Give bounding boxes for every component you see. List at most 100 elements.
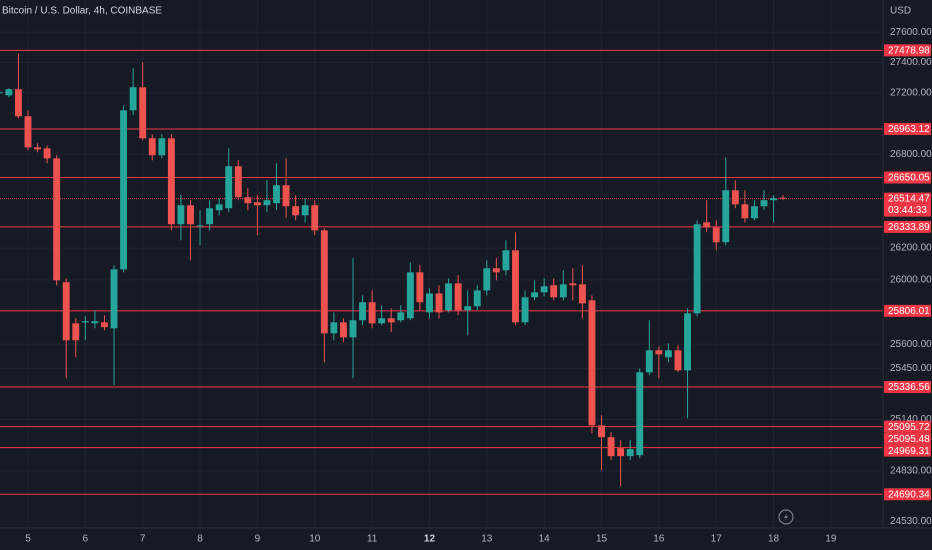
current-price-label: 26514.47 [888,194,930,205]
candle-body [34,147,41,150]
candle-body [187,205,194,225]
x-tick-label: 19 [825,534,837,545]
y-tick-label: 27400.00 [890,57,932,68]
candle-body [196,225,204,227]
candle-body [62,282,70,341]
candle-body [120,110,128,270]
candle-body [540,286,548,293]
candle-body [588,300,596,426]
lightning-icon[interactable] [778,509,794,525]
grid [0,0,883,528]
candle-body [435,293,443,313]
candle-body [569,283,577,286]
candle-body [645,350,653,373]
level-label-box [884,304,931,317]
x-tick-label: 8 [197,534,203,545]
chart-title: Bitcoin / U.S. Dollar, 4h, COINBASE [2,6,162,17]
candle-body [617,448,625,457]
candle-body [359,302,366,321]
x-tick-label: 6 [83,534,89,545]
level-label: 26650.05 [888,173,930,184]
x-tick-label: 14 [539,534,551,545]
candle-body [559,284,567,298]
currency-label: USD [890,6,911,17]
candle-body [464,306,472,311]
candle-body [722,190,730,243]
candle-body [445,283,453,311]
x-tick-label: 16 [653,534,665,545]
candle-body [731,190,739,205]
candle-body [397,312,405,321]
y-tick-label: 25600.00 [890,339,932,350]
x-tick-label: 11 [367,534,378,545]
candles [0,53,787,487]
level-label: 27478.98 [888,46,930,57]
level-label-box [884,444,931,457]
candle-body [607,437,615,457]
candle-body [483,268,491,291]
candle-body [492,268,500,273]
x-tick-label: 5 [25,534,31,545]
x-tick-label: 10 [309,534,321,545]
candle-body [349,320,357,338]
level-label: 25095.48 [888,434,930,445]
candle-body [473,290,481,307]
x-tick-label: 17 [711,534,723,545]
candle-body [751,206,758,219]
axes: 27600.00 27400.00 27200.00 26800.00 26200.00… [25,27,932,545]
candle-body [72,323,80,341]
candle-body [330,322,338,334]
candle-body [292,206,300,216]
level-label-box [884,488,931,501]
candle-body [158,138,166,156]
y-tick-label: 27600.00 [890,27,932,38]
level-label: 24690.34 [888,489,930,500]
candle-body [426,293,433,313]
candle-body [712,227,720,243]
y-tick-label: 26800.00 [890,149,932,160]
candle-body [406,272,414,319]
level-label: 25806.01 [888,306,930,317]
candle-body [636,372,644,456]
level-label-box [884,44,931,57]
candle-body [512,250,519,323]
level-label: 26963.12 [888,124,930,135]
candle-body [81,321,89,323]
candle-body [43,148,51,159]
x-tick-label: 12 [424,534,436,545]
candle-body [263,200,271,206]
candle-body [521,297,529,323]
candle-body [24,116,32,148]
candle-body [598,425,605,438]
candle-body [578,284,586,304]
candle-body [129,87,137,111]
x-tick-label: 7 [140,534,146,545]
candle-body [177,205,185,225]
candle-body [454,283,462,311]
candle-body [14,89,22,117]
candle-body [244,197,252,204]
candle-body [0,92,3,94]
level-label-box [884,220,931,233]
level-label: 26333.89 [888,222,930,233]
candle-body [741,204,749,219]
candle-body [760,200,768,207]
candle-body [770,198,778,201]
candle-body [301,205,309,216]
candle-body [703,222,711,228]
candle-body [215,204,223,211]
candle-body [378,318,386,324]
candle-body [339,322,347,338]
y-tick-label: 25140.00 [890,414,932,425]
candle-body [684,313,691,371]
level-label-box [884,123,931,136]
candle-body [273,185,280,204]
price-labels: 27478.98 26963.12 26650.05 26514.4703:44:33… [884,44,931,500]
y-tick-label: 27200.00 [890,87,932,98]
candle-body [101,322,108,328]
candle-body [225,166,233,209]
candle-body [368,302,376,324]
candle-body [206,208,214,225]
